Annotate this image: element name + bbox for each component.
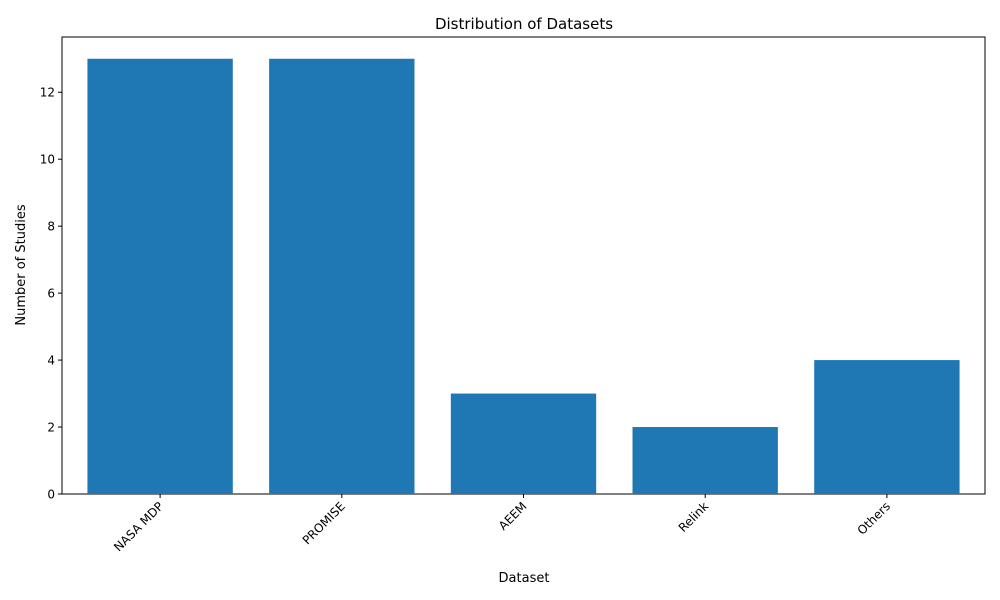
y-axis: 0 2 4 6 8 10 12 [40,86,62,502]
bar-others [814,360,960,494]
y-tick-label: 6 [47,287,55,301]
x-axis-label: Dataset [499,571,550,586]
y-axis-label: Number of Studies [14,204,29,325]
bar-nasa-mdp [87,58,233,495]
x-axis: NASA MDP PROMISE AEEM Relink Others [111,494,893,554]
y-tick-label: 2 [47,421,55,435]
bar-aeem [450,393,597,494]
x-tick-label: NASA MDP [111,499,166,554]
chart-title: Distribution of Datasets [435,15,613,33]
y-tick-label: 8 [47,220,55,234]
x-tick-label: PROMISE [300,499,348,547]
bar-promise [269,58,415,495]
bar-relink [632,427,778,494]
y-tick-label: 0 [47,488,55,502]
y-tick-label: 10 [40,153,55,167]
x-tick-label: Others [855,499,893,537]
y-tick-label: 12 [40,86,55,100]
y-tick-label: 4 [47,354,55,368]
x-tick-label: AEEM [496,499,530,533]
x-tick-label: Relink [676,499,712,535]
bars-group [87,58,960,495]
